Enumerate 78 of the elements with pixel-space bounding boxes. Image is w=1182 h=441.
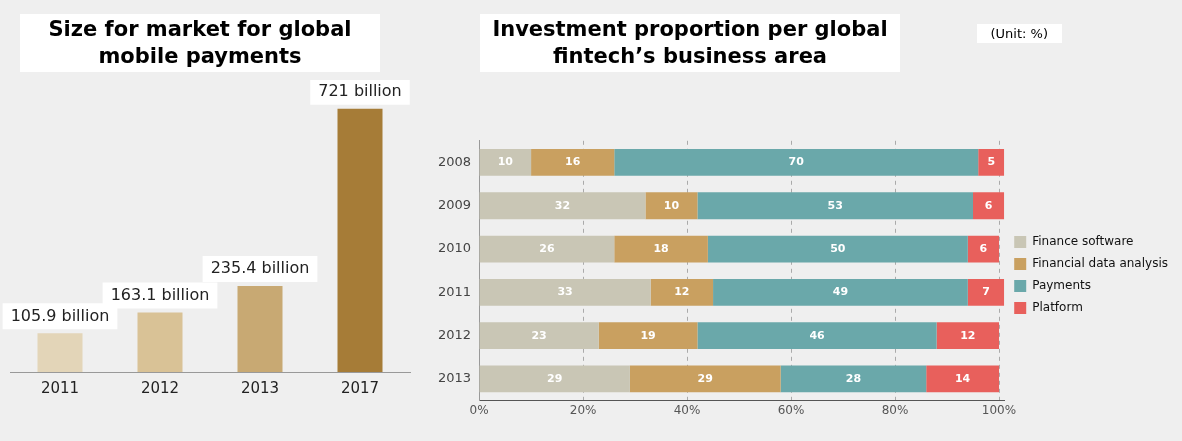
data-label: 49: [832, 285, 849, 299]
data-label: 32: [554, 198, 571, 212]
y-tick-label: 2009: [437, 197, 472, 213]
x-tick-label: 100%: [981, 402, 1017, 417]
data-label: 50: [830, 241, 846, 255]
data-label: 721 billion: [318, 80, 402, 100]
x-tick-label: 2017: [340, 378, 380, 397]
data-label: 23: [531, 328, 547, 342]
bar: [936, 322, 1000, 350]
bar: [978, 149, 1005, 176]
bar: [137, 312, 183, 372]
bar: [37, 333, 83, 372]
chart-title: Investment proportion per global fintech’s business area: [480, 14, 900, 72]
data-label: 10: [663, 198, 680, 212]
data-label: 7: [982, 285, 990, 299]
x-tick-label: 0%: [469, 402, 489, 417]
bar: [967, 278, 1005, 306]
x-tick-label: 40%: [673, 402, 701, 417]
data-label: 14: [954, 371, 971, 385]
bar: [713, 278, 968, 306]
bar: [531, 149, 615, 176]
bar: [697, 192, 974, 220]
data-label: 70: [788, 155, 805, 169]
x-tick-label: 2013: [240, 378, 280, 397]
text: (Unit: %): [976, 24, 1062, 43]
x-tick-label: 60%: [777, 402, 805, 417]
data-label: 12: [674, 285, 690, 299]
data-label: 6: [984, 198, 993, 212]
bar: [629, 365, 781, 393]
y-tick-label: 2010: [437, 240, 472, 256]
data-label: 46: [809, 328, 826, 342]
data-label: 33: [557, 285, 573, 299]
bar: [780, 365, 927, 393]
bar: [337, 108, 383, 372]
data-label: 29: [547, 371, 563, 385]
data-label: 105.9 billion: [10, 305, 110, 325]
data-label: 6: [979, 241, 988, 255]
bar: [614, 149, 979, 176]
y-tick-label: 2008: [437, 153, 472, 169]
data-label: 28: [845, 371, 862, 385]
bar: [973, 192, 1005, 220]
data-label: 5: [987, 155, 996, 169]
bar: [479, 322, 599, 350]
x-tick-label: 80%: [881, 402, 909, 417]
data-label: 26: [539, 241, 555, 255]
legend-label: Payments: [1032, 278, 1092, 293]
bar: [479, 235, 615, 263]
x-tick-label: 2012: [140, 378, 180, 397]
legend-label: Financial data analysis: [1032, 256, 1169, 271]
bar: [237, 286, 283, 372]
legend-label: Platform: [1032, 300, 1083, 315]
data-label: 163.1 billion: [110, 284, 210, 304]
bar: [645, 192, 698, 220]
bar: [479, 149, 532, 176]
data-label: 10: [497, 155, 514, 169]
bar: [650, 278, 714, 306]
bar: [967, 235, 1000, 263]
data-label: 16: [565, 155, 581, 169]
bar: [479, 192, 646, 220]
legend-label: Finance software: [1032, 234, 1134, 249]
data-label: 18: [653, 241, 669, 255]
data-label: 19: [640, 328, 656, 342]
bar: [479, 365, 630, 393]
bar: [707, 235, 968, 263]
data-label: 29: [697, 371, 713, 385]
bar: [697, 322, 937, 350]
x-tick-label: 20%: [569, 402, 597, 417]
bar: [598, 322, 698, 350]
bar: [479, 278, 651, 306]
bar: [614, 235, 708, 263]
chart-title: Size for market for global mobile payments: [20, 14, 380, 72]
bar: [926, 365, 1000, 393]
data-label: 12: [960, 328, 976, 342]
x-tick-label: 2011: [40, 378, 80, 397]
y-tick-label: 2011: [437, 283, 472, 299]
data-label: 235.4 billion: [210, 258, 310, 278]
data-label: 53: [827, 198, 843, 212]
y-tick-label: 2012: [437, 327, 472, 343]
